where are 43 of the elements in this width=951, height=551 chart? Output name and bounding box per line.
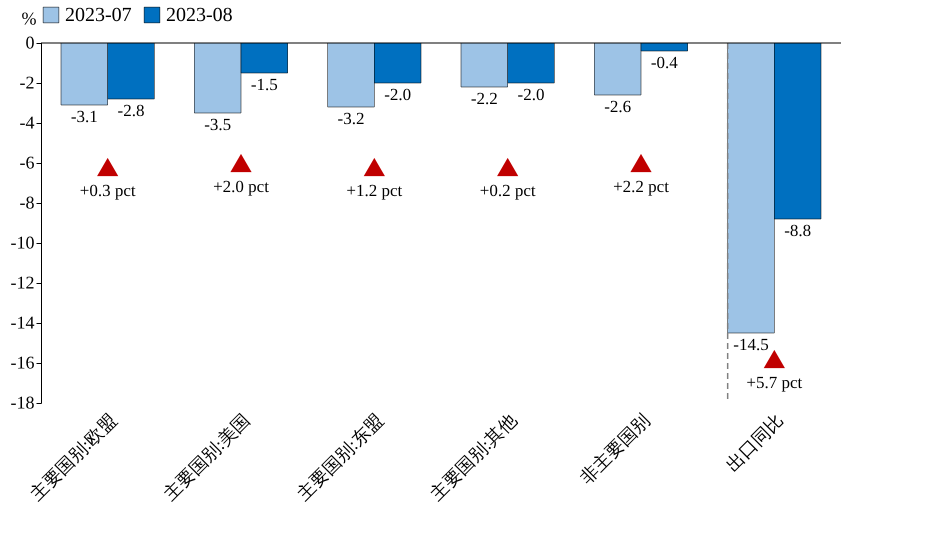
data-label: -2.0 (518, 85, 544, 104)
y-tick-label: -18 (10, 392, 34, 412)
point (230, 154, 252, 172)
data-label: -8.8 (784, 221, 812, 240)
annotation: +5.7 pct (746, 373, 803, 392)
point (764, 350, 785, 368)
x-tick-label: 主要国别:欧盟 (26, 410, 120, 504)
annotation: +2.0 pct (213, 177, 270, 196)
x-tick-label: 主要国别:东盟 (293, 410, 388, 504)
x-tick-label: 非主要国别 (576, 410, 654, 488)
annotation: +1.2 pct (346, 181, 403, 200)
y-tick-label: -14 (10, 312, 34, 332)
annotation: +2.2 pct (613, 177, 670, 196)
point (630, 154, 652, 172)
x-tick-label: 主要国别:其他 (426, 410, 520, 504)
data-label: -1.5 (250, 75, 278, 94)
legend-label: 2023-08 (166, 4, 233, 26)
y-axis-title: % (22, 8, 36, 28)
legend-label: 2023-07 (65, 4, 132, 26)
data-label: -0.4 (650, 53, 678, 72)
y-tick-label: -4 (20, 112, 34, 132)
data-label: -3.5 (204, 115, 232, 134)
point (497, 158, 518, 176)
data-label: -3.1 (70, 107, 98, 126)
data-label: -2.8 (118, 101, 144, 120)
y-tick-label: -2 (20, 72, 34, 92)
data-label: -2.6 (604, 97, 632, 116)
annotation: +0.2 pct (480, 181, 536, 200)
y-tick-label: 0 (26, 32, 34, 52)
annotation: +0.3 pct (80, 181, 136, 200)
data-label: -2.0 (384, 85, 412, 104)
data-label: -2.2 (470, 89, 498, 108)
y-tick-label: -8 (20, 192, 34, 212)
x-tick-label: 出口同比 (722, 410, 788, 476)
y-tick-label: -16 (10, 352, 34, 372)
x-tick-label: 主要国别:美国 (160, 410, 254, 504)
y-tick-label: -6 (20, 152, 34, 172)
data-label: -3.2 (338, 109, 364, 128)
y-tick-label: -12 (10, 272, 34, 292)
y-tick-label: -10 (10, 232, 34, 252)
point (364, 158, 385, 176)
point (97, 158, 118, 176)
data-label: -14.5 (733, 335, 769, 354)
